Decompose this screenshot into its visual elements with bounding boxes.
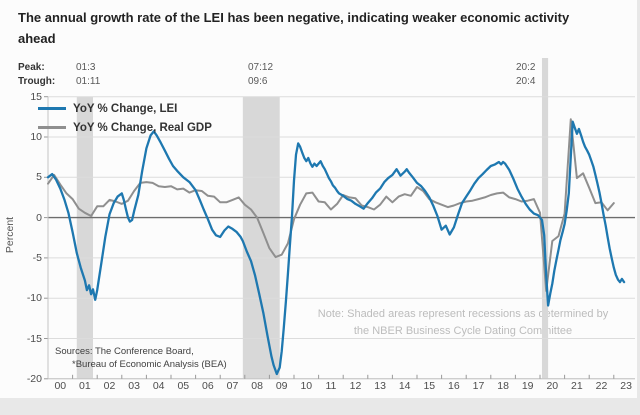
recession-trough-2020: 20:4 [516,76,536,87]
y-tick-label: 0 [36,211,42,224]
y-tick-label: -10 [26,292,42,305]
recession-note: Note: Shaded areas represent recessions … [298,306,628,340]
x-tick-label: 22 [595,380,608,392]
x-tick-label: 21 [571,380,583,392]
x-tick-label: 17 [472,380,485,392]
x-tick-label: 13 [374,380,386,392]
chart-legend: YoY % Change, LEI YoY % Change, Real GDP [38,99,212,137]
sources-line1: Sources: The Conference Board, [55,346,194,357]
x-tick-label: 07 [226,380,239,392]
x-tick-label: 23 [620,380,632,392]
x-tick-label: 18 [497,380,509,392]
x-tick-label: 04 [152,380,165,392]
x-tick-label: 06 [202,380,214,392]
y-tick-label: -20 [26,372,42,385]
x-tick-label: 01 [79,380,91,392]
y-axis-title: Percent [4,216,16,254]
recession-peak-2020: 20:2 [516,62,536,73]
legend-label-gdp: YoY % Change, Real GDP [73,121,212,134]
x-tick-label: 00 [54,380,67,392]
lei-line-swatch [38,107,66,110]
recession-peak-2001: 01:3 [76,62,96,73]
x-tick-label: 09 [275,380,288,392]
lei-series-line [46,120,626,376]
x-tick-label: 20 [546,380,559,392]
y-tick-label: -5 [32,251,42,264]
trough-label: Trough: [18,76,56,87]
gdp-line-swatch [38,126,66,129]
legend-item-lei: YoY % Change, LEI [38,99,212,118]
y-tick-label: 5 [36,171,42,184]
legend-label-lei: YoY % Change, LEI [73,102,178,115]
chart-title-line1: The annual growth rate of the LEI has be… [18,10,570,25]
x-tick-label: 14 [398,380,411,392]
recession-band [541,58,549,379]
y-tick-label: 15 [30,90,42,103]
x-tick-label: 11 [325,380,337,392]
x-tick-label: 03 [128,380,140,392]
x-tick-label: 16 [448,380,460,392]
recession-band [242,96,280,379]
legend-item-gdp: YoY % Change, Real GDP [38,118,212,137]
y-tick-label: -15 [26,332,42,345]
chart-title-line2: ahead [18,31,56,46]
recession-trough-2008: 09:6 [248,76,268,87]
x-tick-label: 08 [251,380,263,392]
x-tick-label: 10 [300,380,313,392]
y-tick-label: 10 [30,131,42,143]
x-tick-label: 19 [521,380,534,392]
sources-line2: *Bureau of Economic Analysis (BEA) [72,359,227,370]
x-tick-label: 05 [177,380,190,392]
chart-title: The annual growth rate of the LEI has be… [18,7,624,49]
recession-note-line2: the NBER Business Cycle Dating Committee [353,325,573,337]
recession-peak-2008: 07:12 [248,62,274,73]
recession-note-line1: Note: Shaded areas represent recessions … [317,308,609,320]
gdp-series-line [47,118,615,292]
x-tick-label: 15 [423,380,436,392]
peak-label: Peak: [18,62,45,73]
x-tick-label: 12 [349,380,362,392]
recession-trough-2001: 01:11 [76,76,101,87]
recession-band [76,96,94,379]
x-tick-label: 02 [103,380,116,392]
sources-note: Sources: The Conference Board, *Bureau o… [55,345,227,371]
